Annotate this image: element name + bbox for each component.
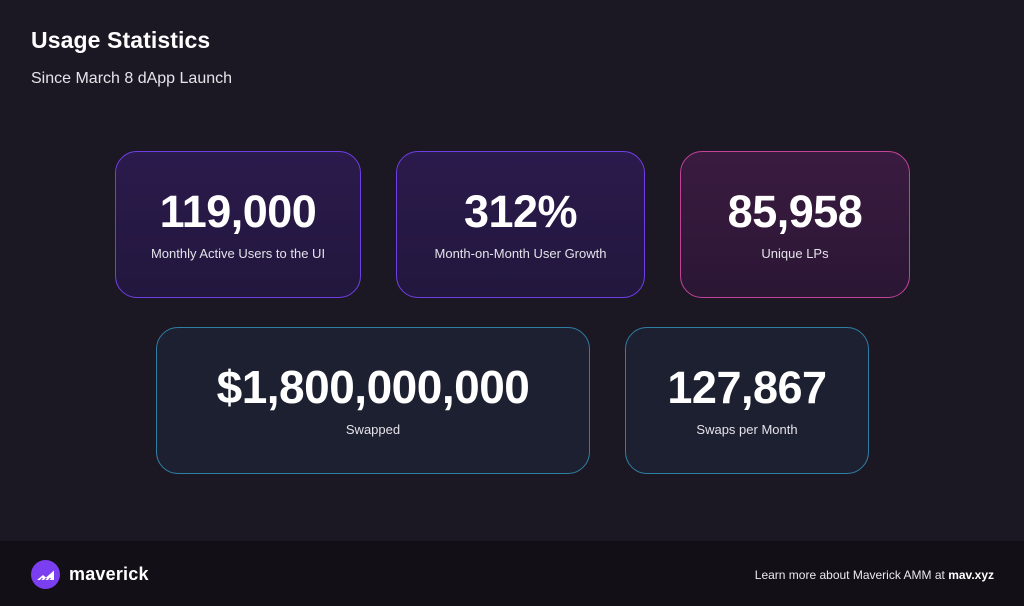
stat-label: Unique LPs [761, 245, 829, 261]
stat-card-swaps-per-month: 127,867 Swaps per Month [625, 327, 869, 474]
stat-label: Monthly Active Users to the UI [150, 245, 326, 261]
page-title: Usage Statistics [31, 27, 211, 53]
stat-value: 85,958 [727, 185, 863, 237]
stat-value: $1,800,000,000 [216, 361, 530, 413]
stat-value: 119,000 [159, 185, 317, 237]
brand-logo[interactable]: maverick [31, 560, 149, 589]
stat-value: 312% [463, 185, 578, 237]
page-subtitle: Since March 8 dApp Launch [31, 70, 233, 87]
stat-card-unique-lps: 85,958 Unique LPs [680, 151, 910, 298]
footer-note-text: Learn more about Maverick AMM at [754, 568, 949, 582]
footer-bar: maverick Learn more about Maverick AMM a… [0, 541, 1024, 606]
stat-label: Swapped [345, 422, 401, 437]
stat-card-user-growth: 312% Month-on-Month User Growth [396, 151, 645, 298]
maverick-logo-icon [31, 560, 60, 589]
stat-label: Swaps per Month [696, 421, 798, 437]
stat-value: 127,867 [667, 361, 827, 413]
footer-note: Learn more about Maverick AMM at mav.xyz [755, 568, 994, 582]
stat-label: Month-on-Month User Growth [434, 245, 607, 261]
brand-name: maverick [69, 564, 149, 584]
stat-card-swapped: $1,800,000,000 Swapped [156, 327, 590, 474]
footer-link[interactable]: mav.xyz [948, 568, 994, 582]
stat-card-monthly-active-users: 119,000 Monthly Active Users to the UI [115, 151, 361, 298]
